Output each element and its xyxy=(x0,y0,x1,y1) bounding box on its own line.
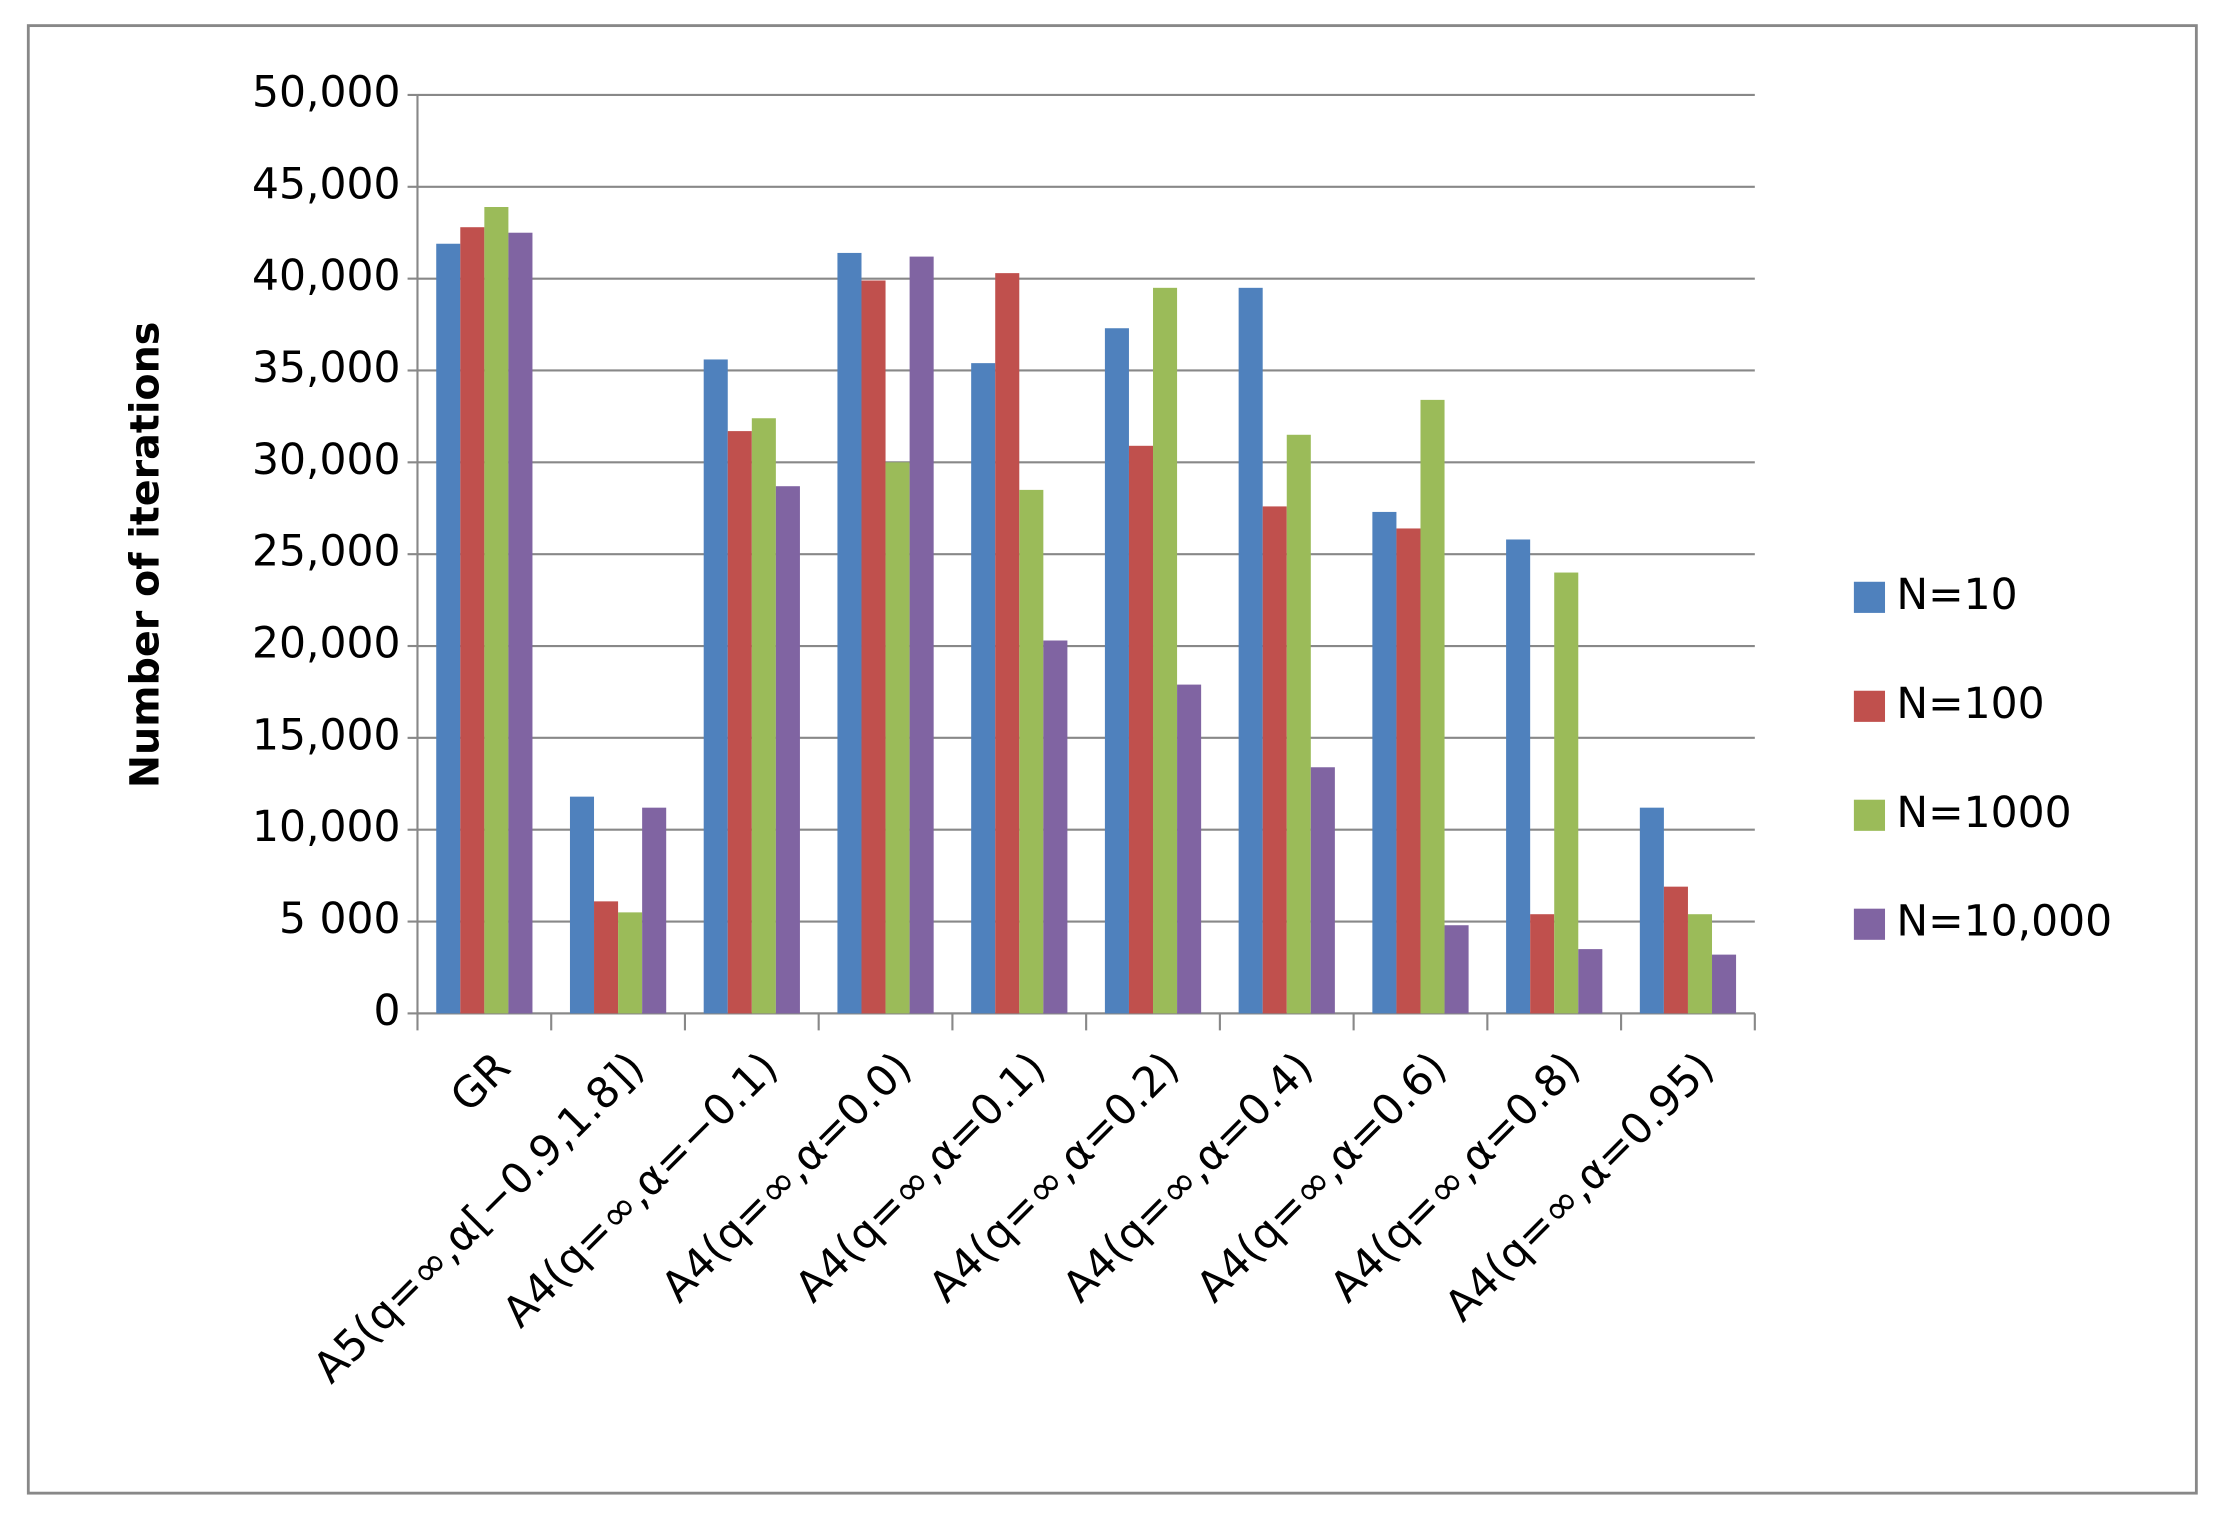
bar xyxy=(751,418,776,1014)
legend-label: N=1000 xyxy=(1896,789,2071,838)
bar xyxy=(436,243,461,1014)
bar xyxy=(727,431,752,1014)
legend-swatch xyxy=(1853,690,1886,722)
bar xyxy=(1104,328,1129,1014)
y-tick-label: 50,000 xyxy=(252,68,401,117)
legend-swatch xyxy=(1853,908,1886,940)
bar xyxy=(1444,925,1469,1014)
y-tick-label: 5 000 xyxy=(279,895,401,944)
bar xyxy=(1153,287,1178,1014)
bar xyxy=(484,207,509,1014)
bar xyxy=(1554,572,1579,1014)
bar xyxy=(1128,445,1154,1014)
bar xyxy=(1372,511,1397,1014)
bar xyxy=(618,912,643,1014)
y-tick-label: 45,000 xyxy=(252,160,401,209)
bar xyxy=(837,252,862,1014)
y-tick-label: 0 xyxy=(373,987,400,1036)
y-tick-label: 20,000 xyxy=(252,620,401,669)
bar xyxy=(1420,399,1445,1014)
legend-label: N=10,000 xyxy=(1896,898,2112,947)
y-tick-label: 25,000 xyxy=(252,528,401,577)
bar xyxy=(1506,539,1531,1014)
bar xyxy=(1396,528,1421,1014)
bar xyxy=(642,807,667,1014)
bar xyxy=(775,486,800,1014)
bar xyxy=(861,280,886,1014)
bar xyxy=(460,227,485,1014)
bar xyxy=(1687,914,1713,1014)
bar xyxy=(1530,914,1555,1014)
bar xyxy=(1639,807,1664,1014)
bar xyxy=(995,273,1020,1014)
bar xyxy=(1043,640,1068,1014)
y-tick-label: 35,000 xyxy=(252,344,401,393)
bar xyxy=(703,359,728,1014)
bar xyxy=(971,363,996,1014)
y-tick-label: 15,000 xyxy=(252,711,401,760)
bar xyxy=(1238,287,1263,1014)
bar xyxy=(1286,434,1311,1014)
legend-label: N=100 xyxy=(1896,680,2044,729)
legend-swatch xyxy=(1853,581,1886,613)
bar xyxy=(569,796,595,1014)
y-tick-label: 10,000 xyxy=(252,803,401,852)
y-axis-title: Number of iterations xyxy=(123,322,169,789)
bar xyxy=(1019,489,1044,1014)
bar xyxy=(1712,954,1737,1014)
bar xyxy=(885,462,910,1014)
legend-label: N=10 xyxy=(1896,571,2017,620)
legend-swatch xyxy=(1853,799,1886,831)
y-tick-label: 40,000 xyxy=(252,252,401,301)
bar xyxy=(1177,684,1202,1014)
bar xyxy=(1262,506,1287,1014)
bar xyxy=(1663,886,1688,1014)
bar xyxy=(909,256,934,1014)
y-tick-label: 30,000 xyxy=(252,436,401,485)
bar xyxy=(1578,949,1603,1014)
bar xyxy=(508,232,533,1014)
bar xyxy=(1310,767,1335,1014)
bar xyxy=(594,901,619,1014)
